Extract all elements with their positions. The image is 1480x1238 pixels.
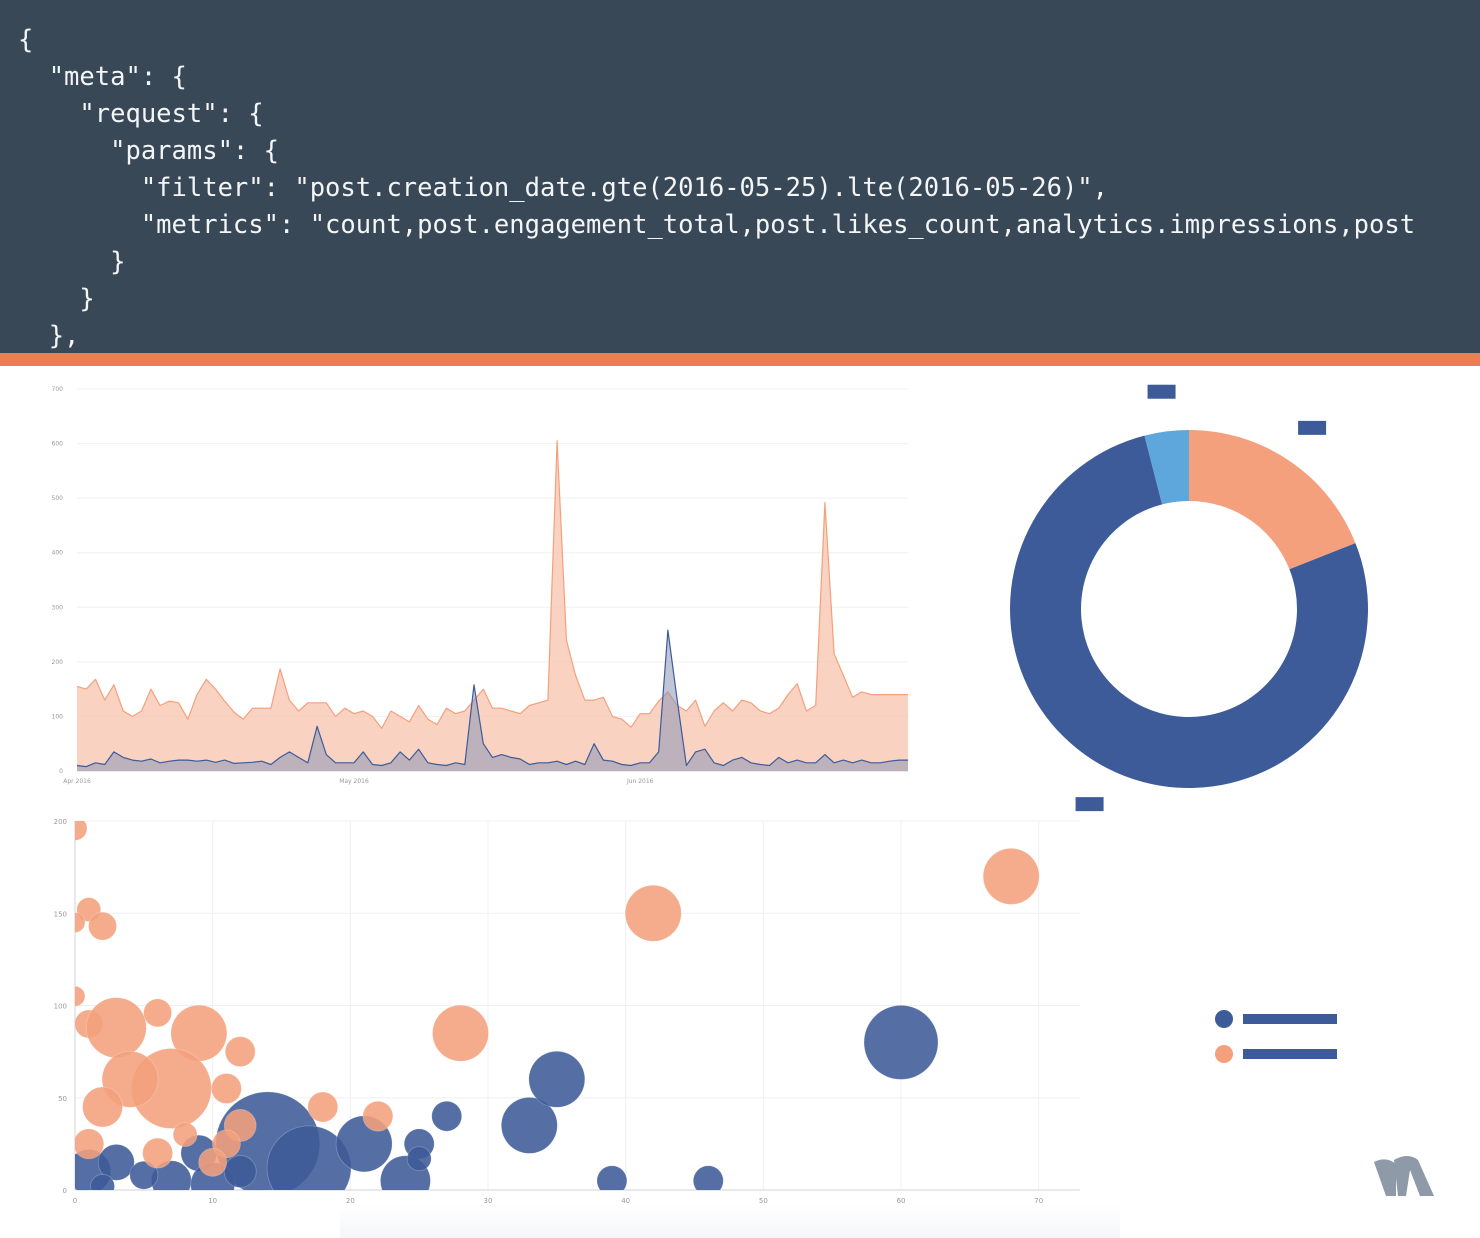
y-tick-label: 700 [52, 386, 64, 393]
code-line: "filter": "post.creation_date.gte(2016-0… [18, 173, 1109, 203]
slice-label-marker [1298, 420, 1327, 435]
bubble-point [406, 1146, 432, 1172]
code-line: "params": { [18, 136, 279, 166]
bubble-point [307, 1091, 339, 1123]
x-tick-label: 50 [759, 1197, 768, 1205]
x-tick-label: 60 [897, 1197, 906, 1205]
brand-logo-mark [1374, 1159, 1396, 1196]
y-tick-label: 200 [54, 818, 67, 826]
bubble-point [431, 1100, 463, 1132]
bubble-point [85, 997, 147, 1059]
bubbles [75, 821, 1040, 1190]
y-tick-label: 600 [52, 441, 64, 448]
y-tick-label: 300 [52, 604, 64, 611]
bubble-point [362, 1100, 394, 1132]
series-line-1 [76, 629, 908, 768]
series-area-0 [77, 440, 908, 771]
x-tick-label: Apr 2016 [63, 778, 91, 785]
bubble-chart: 0 10 20 30 40 50 60 70 0 50 100 150 200 [54, 818, 1080, 1205]
brand-logo [1374, 1156, 1434, 1196]
slice-label-marker [1147, 384, 1176, 399]
donut-chart [1010, 384, 1368, 812]
code-line: }, [18, 321, 80, 351]
series-line-0 [76, 440, 908, 729]
bubble-point [75, 912, 86, 933]
bubble-point [75, 821, 88, 841]
y-tick-label: 0 [59, 768, 63, 775]
y-tick-label: 100 [52, 713, 64, 720]
x-tick-label: 20 [346, 1197, 355, 1205]
y-tick-label: 0 [63, 1187, 67, 1195]
bubble-point [624, 884, 682, 942]
bubble-point [198, 1147, 228, 1177]
bubble-legend [1215, 1010, 1337, 1063]
series-area-1 [77, 630, 908, 771]
bubble-point [500, 1097, 558, 1154]
bubble-point [90, 1173, 115, 1190]
bubble-point [692, 1165, 724, 1190]
donut-slice [1010, 435, 1368, 788]
accent-bar [0, 353, 1480, 366]
x-tick-label: 30 [484, 1197, 493, 1205]
legend-label-navy [1243, 1014, 1337, 1024]
bubble-point [143, 998, 173, 1028]
bubble-point [88, 911, 117, 941]
bubble-point [223, 1155, 257, 1188]
y-tick-label: 150 [54, 910, 67, 918]
code-panel: { "meta": { "request": { "params": { "fi… [0, 0, 1480, 353]
code-line: "meta": { [18, 62, 187, 92]
bubble-point [172, 1122, 198, 1148]
bubble-point [432, 1004, 489, 1062]
y-tick-label: 100 [54, 1003, 67, 1011]
bubble-point [528, 1050, 586, 1108]
x-tick-label: 40 [621, 1197, 630, 1205]
bubble-point [224, 1036, 256, 1068]
code-line: } [18, 247, 126, 277]
x-tick-label: Jun 2016 [626, 778, 654, 785]
bubble-point [982, 847, 1040, 905]
bubble-point [82, 1086, 123, 1128]
bubble-point [211, 1073, 242, 1104]
bottom-shadow [340, 1205, 1120, 1238]
x-tick-label: May 2016 [339, 778, 369, 785]
x-tick-label: 0 [73, 1197, 77, 1205]
slice-label-marker [1075, 797, 1104, 812]
code-line: } [18, 284, 95, 314]
donut-slice [1189, 430, 1356, 570]
bubble-point [129, 1160, 159, 1190]
x-tick-label: 70 [1034, 1197, 1043, 1205]
bubble-point [863, 1004, 939, 1080]
donut-slice [1144, 430, 1189, 505]
bubble-point [142, 1137, 174, 1169]
area-chart: 0 100 200 300 400 500 600 700 Apr 2016 May 2016 Ju… [52, 386, 908, 785]
bubble-point [75, 1128, 105, 1160]
legend-label-orange [1243, 1049, 1337, 1059]
legend-swatch-navy [1215, 1010, 1233, 1028]
code-line: "request": { [18, 99, 264, 129]
bubble-point [97, 1143, 135, 1181]
code-line: "metrics": "count,post.engagement_total,… [18, 210, 1416, 240]
json-code-block: { "meta": { "request": { "params": { "fi… [0, 0, 1480, 353]
bubble-point [596, 1165, 628, 1190]
y-tick-label: 200 [52, 659, 64, 666]
y-tick-label: 400 [52, 550, 64, 557]
y-tick-label: 50 [58, 1095, 67, 1103]
code-line: { [18, 25, 34, 55]
brand-logo-mark [1394, 1156, 1434, 1196]
x-tick-label: 10 [208, 1197, 217, 1205]
y-tick-label: 500 [52, 495, 64, 502]
bubble-point [75, 985, 86, 1007]
legend-swatch-orange [1215, 1045, 1233, 1063]
